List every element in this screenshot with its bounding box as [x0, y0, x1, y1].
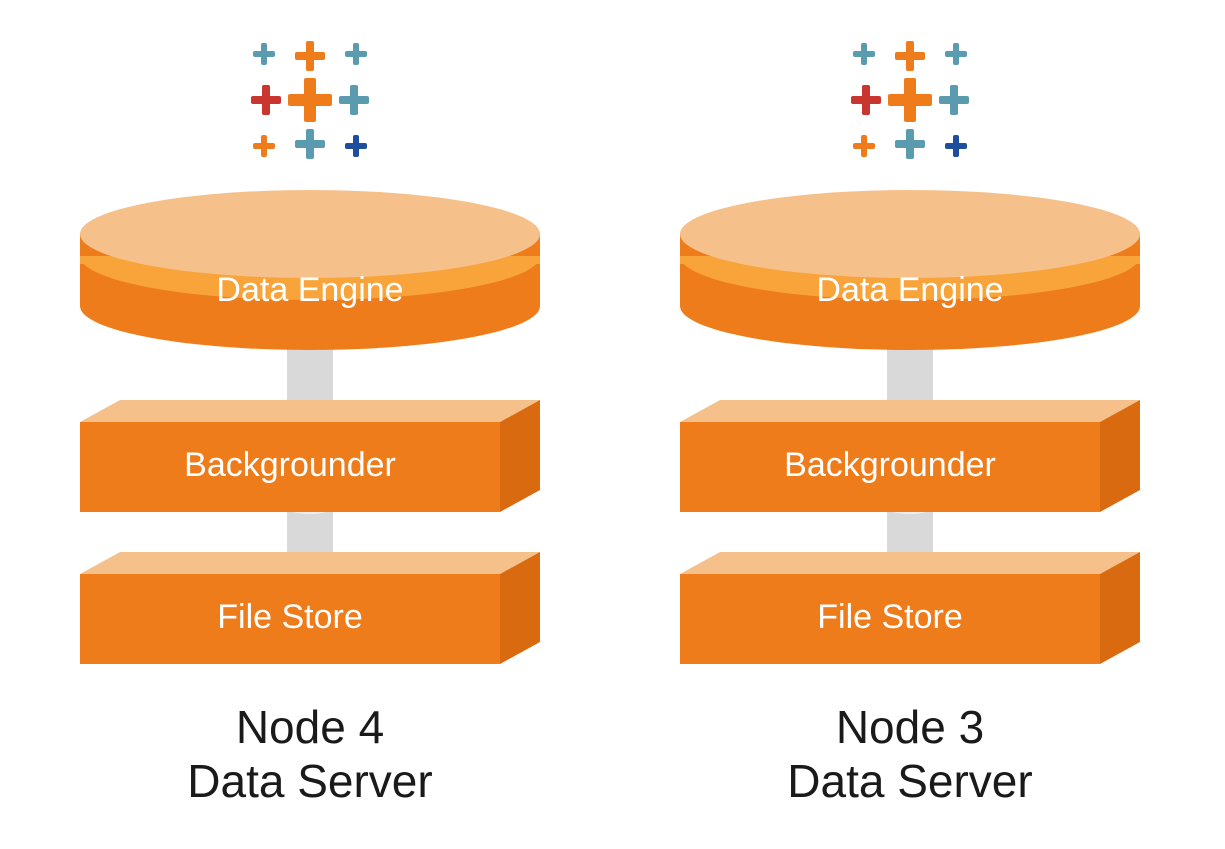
- plus-center-icon: [288, 78, 332, 122]
- plus-sw-icon: [853, 135, 875, 157]
- plus-e-icon: [939, 85, 969, 115]
- plus-ne-icon: [945, 43, 967, 65]
- plus-se-icon: [945, 135, 967, 157]
- backgrounder-slab: Backgrounder: [80, 400, 540, 512]
- plus-nw-icon: [853, 43, 875, 65]
- node3-caption-line1: Node 3: [660, 700, 1160, 754]
- plus-w-icon: [251, 85, 281, 115]
- node3-caption: Node 3Data Server: [660, 700, 1160, 809]
- backgrounder-slab-label: Backgrounder: [784, 446, 996, 485]
- diagram-canvas: Data EngineBackgrounderFile StoreNode 4D…: [0, 0, 1225, 849]
- node4: Data Engine Backgrounder File Store Node 4D…: [60, 0, 560, 849]
- plus-ne-icon: [345, 43, 367, 65]
- plus-nw-icon: [253, 43, 275, 65]
- node4-caption-line1: Node 4: [60, 700, 560, 754]
- plus-n-icon: [895, 41, 925, 71]
- plus-s-icon: [895, 129, 925, 159]
- backgrounder-slab-label: Backgrounder: [184, 446, 396, 485]
- plus-center-icon: [888, 78, 932, 122]
- file-store-slab-label: File Store: [217, 598, 363, 637]
- data-engine-disk-label: Data Engine: [216, 271, 403, 310]
- plus-sw-icon: [253, 135, 275, 157]
- file-store-slab-label: File Store: [817, 598, 963, 637]
- node3-caption-line2: Data Server: [660, 754, 1160, 808]
- plus-n-icon: [295, 41, 325, 71]
- node4-caption-line2: Data Server: [60, 754, 560, 808]
- data-engine-disk: Data Engine: [80, 190, 540, 350]
- plus-e-icon: [339, 85, 369, 115]
- data-engine-disk-label: Data Engine: [816, 271, 1003, 310]
- backgrounder-slab: Backgrounder: [680, 400, 1140, 512]
- file-store-slab: File Store: [80, 552, 540, 664]
- plus-se-icon: [345, 135, 367, 157]
- plus-w-icon: [851, 85, 881, 115]
- node3: Data Engine Backgrounder File Store Node 3D…: [660, 0, 1160, 849]
- data-engine-disk: Data Engine: [680, 190, 1140, 350]
- plus-s-icon: [295, 129, 325, 159]
- node4-caption: Node 4Data Server: [60, 700, 560, 809]
- file-store-slab: File Store: [680, 552, 1140, 664]
